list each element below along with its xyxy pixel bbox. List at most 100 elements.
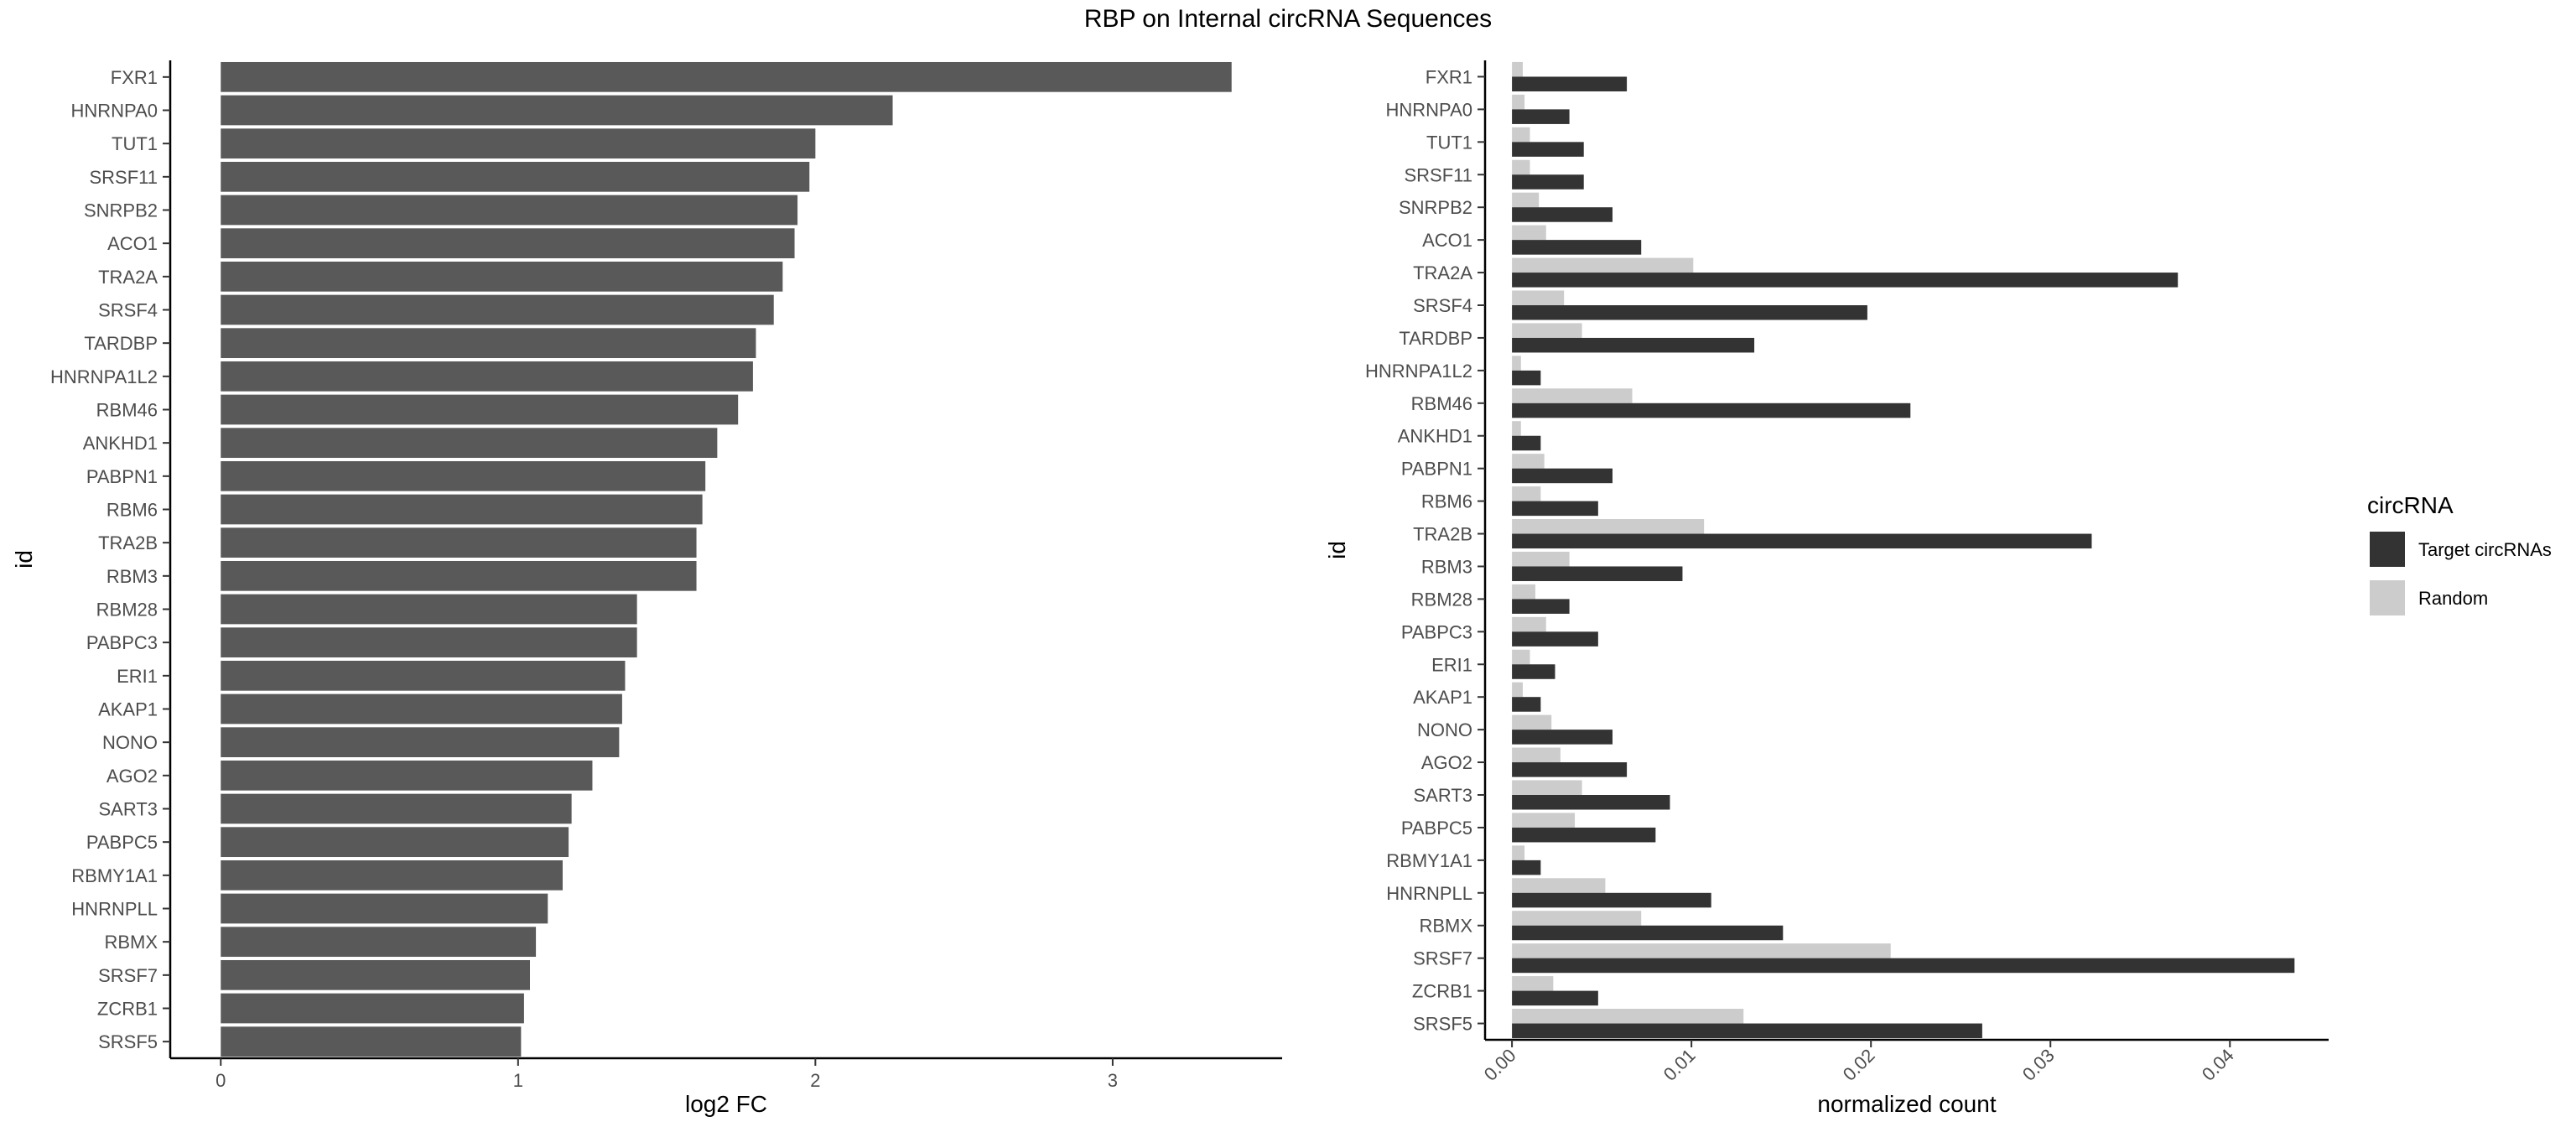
right-y-tick-label: TUT1	[1426, 132, 1472, 153]
left-x-tick-label: 1	[513, 1070, 523, 1091]
right-y-tick-label: PABPN1	[1401, 459, 1472, 480]
left-y-tick-label: SNRPB2	[84, 200, 158, 221]
right-x-tick-label: 0.00	[1480, 1045, 1520, 1085]
right-y-tick-label: SRSF4	[1413, 295, 1472, 316]
bar-random-pabpn1	[1512, 454, 1545, 469]
bar-target-snrpb2	[1512, 207, 1613, 222]
bar-logfc-rbm28	[221, 594, 637, 625]
bar-target-srsf7	[1512, 958, 2295, 974]
left-y-tick-label: SRSF5	[98, 1031, 158, 1052]
bar-random-tut1	[1512, 127, 1530, 143]
bar-target-aco1	[1512, 240, 1642, 255]
right-y-tick-label: ACO1	[1422, 230, 1472, 251]
bar-logfc-pabpn1	[221, 460, 706, 491]
bar-target-akap1	[1512, 697, 1541, 712]
bar-target-zcrb1	[1512, 990, 1598, 1006]
bar-random-rbmx	[1512, 911, 1642, 926]
bar-target-sart3	[1512, 795, 1670, 810]
right-y-tick-label: HNRNPLL	[1386, 883, 1472, 904]
bar-target-pabpc3	[1512, 631, 1598, 647]
bar-logfc-rbm3	[221, 560, 697, 591]
bar-random-rbmy1a1	[1512, 845, 1525, 860]
right-y-tick-label: ZCRB1	[1412, 981, 1472, 1002]
bar-target-hnrnpll	[1512, 892, 1711, 908]
bar-random-fxr1	[1512, 61, 1523, 77]
bar-logfc-hnrnpa1l2	[221, 361, 753, 392]
left-y-tick-label: PABPC3	[86, 632, 158, 653]
figure-title: RBP on Internal circRNA Sequences	[1084, 5, 1492, 33]
bar-random-rbm6	[1512, 486, 1541, 501]
right-y-tick-label: TARDBP	[1399, 328, 1472, 349]
legend-label-target-circrnas: Target circRNAs	[2418, 539, 2552, 560]
bar-random-nono	[1512, 714, 1552, 730]
bar-target-pabpc5	[1512, 827, 1656, 843]
left-y-tick-label: RBMX	[104, 932, 158, 953]
bar-target-srsf5	[1512, 1023, 1982, 1039]
bar-logfc-rbmx	[221, 927, 537, 958]
right-y-tick-label: TRA2A	[1413, 262, 1472, 283]
right-y-tick-label: RBM6	[1421, 491, 1472, 512]
right-y-tick-label: RBM3	[1421, 556, 1472, 577]
left-y-tick-label: TARDBP	[84, 333, 158, 354]
right-x-tick-label: 0.04	[2198, 1045, 2238, 1085]
right-y-tick-label: RBMY1A1	[1386, 850, 1472, 871]
bar-logfc-ankhd1	[221, 428, 718, 459]
left-x-axis-title: log2 FC	[685, 1091, 767, 1117]
left-y-tick-label: RBM46	[96, 400, 158, 421]
right-y-tick-label: HNRNPA0	[1385, 99, 1472, 120]
bar-random-rbm28	[1512, 584, 1535, 600]
left-y-tick-label: ZCRB1	[97, 999, 158, 1020]
right-x-tick-label: 0.02	[1839, 1045, 1879, 1085]
bar-random-akap1	[1512, 682, 1523, 698]
bar-target-ago2	[1512, 762, 1628, 777]
legend-label-random: Random	[2418, 588, 2488, 609]
right-y-tick-label: SRSF5	[1413, 1014, 1472, 1035]
bar-random-sart3	[1512, 780, 1582, 795]
bar-target-hnrnpa0	[1512, 109, 1570, 124]
left-y-tick-label: HNRNPA0	[70, 101, 158, 122]
bar-logfc-nono	[221, 727, 620, 758]
bar-target-nono	[1512, 730, 1613, 745]
bar-logfc-hnrnpll	[221, 893, 548, 924]
bar-logfc-snrpb2	[221, 195, 798, 226]
bar-logfc-srsf7	[221, 959, 530, 990]
left-y-tick-label: SRSF7	[98, 965, 158, 986]
right-y-tick-label: SNRPB2	[1399, 197, 1472, 218]
right-y-tick-label: AKAP1	[1413, 687, 1472, 708]
bar-logfc-tut1	[221, 128, 816, 159]
left-y-tick-label: AKAP1	[98, 699, 158, 720]
bar-target-hnrnpa1l2	[1512, 370, 1541, 386]
left-y-axis-title: id	[11, 550, 37, 569]
bar-logfc-srsf11	[221, 161, 810, 192]
bar-random-rbm46	[1512, 388, 1633, 403]
bar-logfc-pabpc3	[221, 627, 637, 658]
bar-random-hnrnpa1l2	[1512, 356, 1521, 371]
left-y-tick-label: PABPC5	[86, 832, 158, 853]
bar-logfc-ago2	[221, 760, 593, 791]
bar-random-pabpc5	[1512, 813, 1576, 828]
right-y-tick-label: ERI1	[1431, 654, 1472, 675]
bar-random-srsf7	[1512, 943, 1891, 958]
left-y-tick-label: SRSF4	[98, 300, 158, 321]
bar-target-srsf11	[1512, 174, 1584, 190]
bar-random-hnrnpll	[1512, 878, 1606, 893]
bar-random-aco1	[1512, 225, 1546, 241]
bar-target-tut1	[1512, 142, 1584, 157]
bar-target-rbm46	[1512, 402, 1911, 418]
legend-title: circRNA	[2367, 492, 2454, 518]
bar-logfc-srsf5	[221, 1026, 522, 1057]
right-y-tick-label: PABPC5	[1401, 818, 1472, 839]
bar-logfc-sart3	[221, 793, 572, 824]
left-y-tick-label: TRA2B	[98, 532, 158, 553]
right-y-tick-label: AGO2	[1421, 752, 1472, 773]
bar-target-tra2b	[1512, 533, 2092, 549]
bar-target-pabpn1	[1512, 468, 1613, 484]
left-y-tick-label: RBM6	[106, 500, 158, 521]
left-y-tick-label: ACO1	[107, 233, 158, 254]
bar-logfc-eri1	[221, 660, 626, 691]
left-panel-logfc: FXR1 HNRNPA0 TUT1 SRSF11 SNRPB2 ACO1 TRA2A SRSF…	[11, 60, 1282, 1117]
left-y-tick-label: HNRNPLL	[71, 899, 158, 920]
bar-target-tardbp	[1512, 337, 1755, 353]
right-x-tick-label: 0.01	[1659, 1045, 1700, 1085]
